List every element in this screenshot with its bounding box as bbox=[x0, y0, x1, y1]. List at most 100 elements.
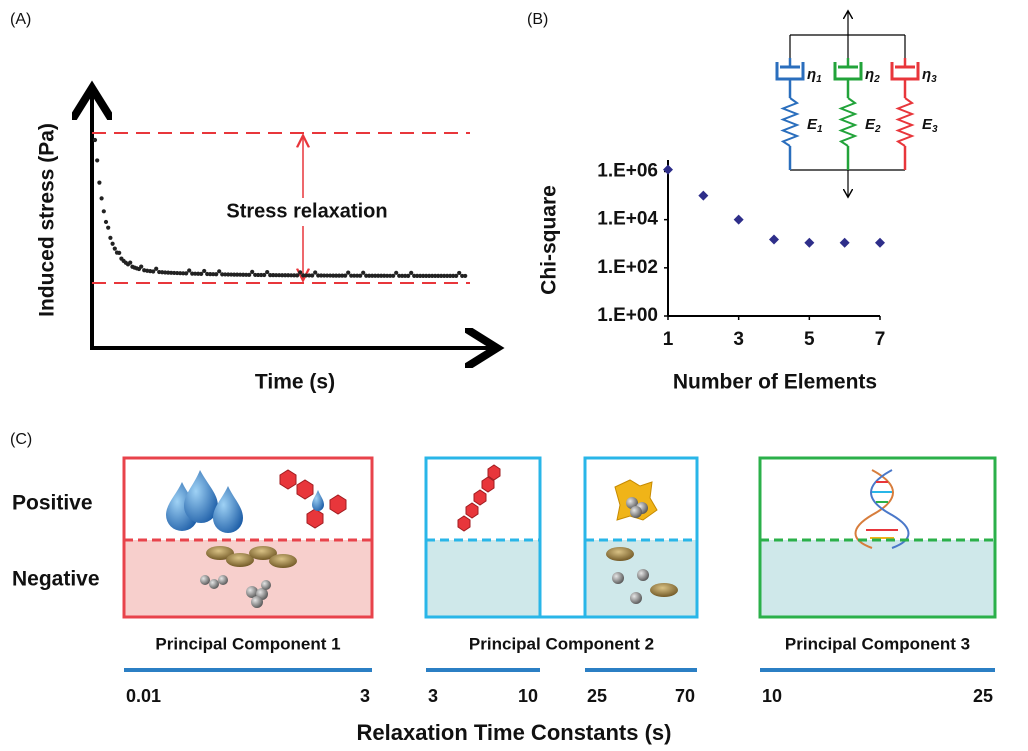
curve-dot bbox=[340, 273, 345, 278]
curve-dot bbox=[157, 269, 162, 275]
curve-dot bbox=[280, 273, 285, 278]
y-tick-label: 1.E+00 bbox=[597, 305, 658, 326]
curve-dot bbox=[433, 273, 438, 278]
curve-dot bbox=[445, 273, 450, 279]
symbol: E bbox=[865, 116, 876, 133]
curve-dot bbox=[103, 219, 109, 225]
curve-dot bbox=[256, 272, 261, 278]
particles-icon bbox=[200, 546, 297, 608]
curve-dot bbox=[439, 273, 444, 278]
droplet-icon bbox=[312, 490, 324, 511]
curve-dot bbox=[304, 273, 309, 278]
curve-dot bbox=[367, 273, 372, 278]
curve-dot bbox=[193, 271, 198, 276]
curve-dot bbox=[448, 273, 453, 279]
curve-dot bbox=[97, 180, 102, 185]
curve-dot bbox=[274, 273, 279, 278]
spring-label: E3 bbox=[922, 116, 938, 135]
curve-dot bbox=[319, 273, 324, 278]
curve-dot bbox=[298, 270, 303, 275]
curve-dot bbox=[391, 273, 396, 278]
negative-region bbox=[426, 540, 540, 617]
point bbox=[839, 237, 850, 248]
symbol: η bbox=[922, 66, 931, 83]
component-label: Principal Component 3 bbox=[785, 634, 970, 653]
range-start: 10 bbox=[762, 686, 782, 706]
curve-dot bbox=[223, 272, 228, 277]
curve-dot bbox=[385, 273, 390, 278]
curve-dot bbox=[202, 268, 207, 274]
curve-dot bbox=[199, 271, 204, 276]
curve-dot bbox=[403, 273, 408, 278]
symbol: η bbox=[865, 66, 874, 83]
spring bbox=[895, 97, 915, 147]
curve-dot bbox=[337, 273, 342, 278]
icons bbox=[166, 464, 910, 608]
curve-dot bbox=[268, 273, 273, 278]
curve-dot bbox=[151, 269, 156, 274]
curve-dot bbox=[187, 268, 192, 273]
component-label: Principal Component 1 bbox=[155, 634, 340, 653]
curve-dot bbox=[442, 273, 447, 278]
curve-dot bbox=[214, 272, 219, 277]
curve-dot bbox=[292, 273, 297, 278]
curve-dot bbox=[247, 272, 252, 277]
curve-dot bbox=[301, 273, 306, 278]
y-tick-label: 1.E+04 bbox=[597, 209, 658, 230]
subscript: 3 bbox=[932, 124, 938, 135]
curve-dot bbox=[250, 269, 255, 274]
curve-dot bbox=[92, 137, 98, 143]
curve-dot bbox=[241, 272, 246, 277]
curve-dot bbox=[328, 273, 333, 278]
curve-dot bbox=[196, 271, 201, 276]
curve-dot bbox=[325, 273, 330, 278]
symbol: E bbox=[922, 116, 933, 133]
component-label: Principal Component 2 bbox=[469, 634, 654, 653]
range-start: 0.01 bbox=[126, 686, 161, 706]
curve-dot bbox=[184, 271, 189, 276]
curve-dot bbox=[238, 272, 243, 277]
curve-dot bbox=[110, 241, 115, 246]
subscript: 2 bbox=[874, 124, 881, 135]
symbol: E bbox=[807, 116, 818, 133]
curve-dot bbox=[313, 270, 318, 275]
curve-dot bbox=[361, 270, 366, 275]
negative-region bbox=[760, 540, 995, 617]
curve-dot bbox=[235, 272, 240, 277]
curve-dot bbox=[99, 196, 104, 201]
point bbox=[875, 237, 885, 248]
x-tick-label: 5 bbox=[804, 329, 815, 350]
curve-dot bbox=[283, 273, 288, 278]
curve-dot bbox=[211, 272, 216, 277]
row-label: Negative bbox=[12, 568, 100, 591]
curve-dot bbox=[163, 270, 168, 275]
curve-dot bbox=[409, 270, 414, 275]
curve-dot bbox=[175, 270, 180, 276]
curve-dot bbox=[373, 273, 378, 278]
curve-dot bbox=[95, 158, 100, 163]
curve-dot bbox=[418, 273, 423, 278]
curve-dot bbox=[406, 273, 411, 278]
curve-dot bbox=[427, 273, 432, 278]
y-tick-label: 1.E+02 bbox=[597, 257, 658, 278]
component-box bbox=[758, 456, 997, 619]
spring bbox=[780, 97, 800, 147]
x-axis-label: Number of Elements bbox=[673, 371, 877, 394]
curve-dot bbox=[334, 273, 339, 278]
curve-dot bbox=[430, 273, 435, 278]
subscript: 1 bbox=[816, 74, 822, 85]
curve-dot bbox=[310, 273, 315, 278]
subscript: 2 bbox=[873, 74, 880, 85]
curve-dot bbox=[322, 273, 327, 278]
curve-dot bbox=[106, 225, 111, 230]
curve-dot bbox=[253, 272, 258, 278]
particles-icon bbox=[606, 497, 678, 604]
x-tick-label: 1 bbox=[663, 329, 674, 350]
curve-dot bbox=[178, 271, 183, 276]
curve-dot bbox=[463, 273, 468, 279]
spring bbox=[838, 97, 858, 147]
curve-dot bbox=[349, 273, 354, 278]
curve-dot bbox=[277, 273, 282, 278]
panel-a: Stress relaxation Induced stress (Pa) Ti… bbox=[36, 92, 493, 394]
